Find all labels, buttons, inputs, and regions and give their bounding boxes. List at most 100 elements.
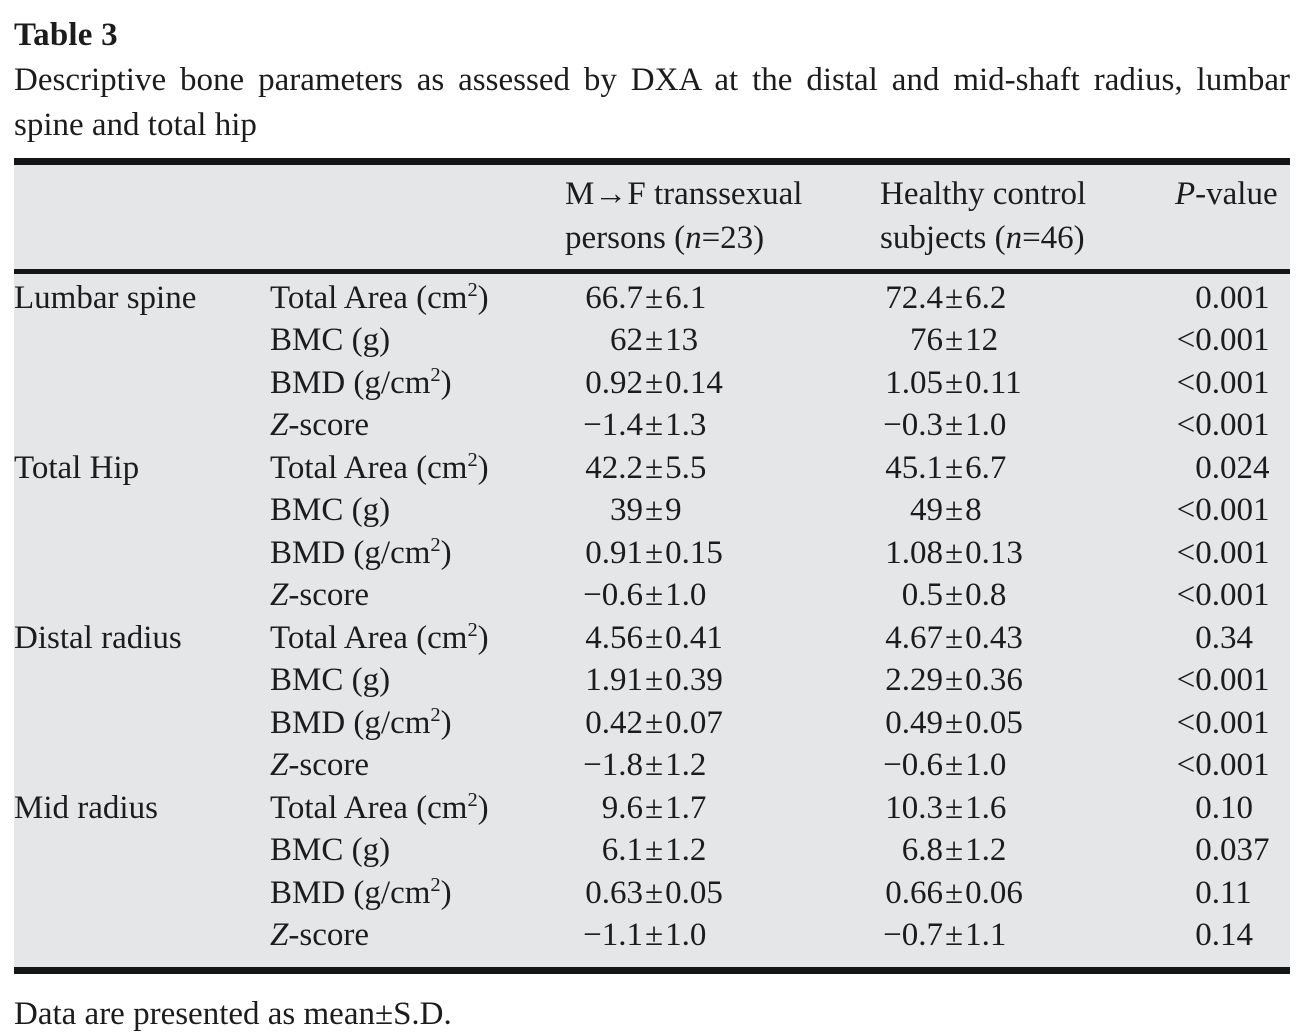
decimal-point: . [1211, 364, 1220, 401]
table-bottom-rule [14, 967, 1290, 974]
p-value-integer-part: <0 [1176, 534, 1212, 571]
superscript: 2 [430, 703, 441, 726]
header-spacer-site [14, 172, 270, 260]
p-value-decimal-part: 14 [1220, 917, 1253, 954]
value-sd: 0.14 [665, 364, 723, 401]
cell-control-value: −0.3 ±1.0 [880, 407, 1175, 444]
p-value-decimal-part: 001 [1220, 492, 1270, 529]
cell-control-value: 76 ±12 [880, 322, 1175, 359]
row-parameter-label: Z-score [270, 747, 565, 784]
decimal-point: . [1211, 789, 1220, 826]
plus-minus-sign: ± [645, 662, 664, 699]
row-parameter-label: BMD (g/cm2) [270, 365, 565, 402]
table-row: Z-score −1.4 ±1.3 −0.3 ±1.0 <0. 001 [14, 405, 1290, 448]
value-mean: 0.91 [585, 534, 643, 571]
parameter-text: -score [288, 407, 369, 444]
table-row: Total Hip Total Area (cm2) 42.2 ±5.5 45.1… [14, 447, 1290, 490]
plus-minus-sign: ± [645, 619, 664, 656]
cell-p-value: <0. 001 [1175, 365, 1290, 402]
value-mean: 0.92 [585, 364, 643, 401]
parameter-text-end: ) [477, 789, 489, 826]
p-value-decimal-part: 11 [1220, 874, 1252, 911]
header-spacer-parameter [270, 172, 565, 260]
row-parameter-label: Z-score [270, 407, 565, 444]
row-site-label: Lumbar spine [14, 279, 197, 316]
value-sd: 1.2 [665, 832, 707, 869]
plus-minus-sign: ± [645, 832, 664, 869]
p-value-integer-part: 0 [1195, 279, 1212, 316]
value-sd: 6.1 [665, 279, 707, 316]
italic-prefix: Z [270, 747, 289, 784]
header-line1: Healthy control [880, 176, 1087, 212]
parameter-text: BMC (g) [270, 662, 391, 699]
parameter-text: BMD (g/cm [270, 364, 431, 401]
parameter-text: BMD (g/cm [270, 874, 431, 911]
cell-p-value: 0. 037 [1175, 832, 1290, 869]
parameter-text-end: ) [440, 874, 452, 911]
decimal-point: . [1211, 449, 1220, 486]
value-sd: 1.7 [665, 789, 707, 826]
value-mean: 0.49 [885, 704, 943, 741]
cell-transsexual-value: 0.91 ±0.15 [565, 535, 880, 572]
cell-transsexual-value: 9.6 ±1.7 [565, 790, 880, 827]
plus-minus-sign: ± [945, 322, 964, 359]
table-row: BMD (g/cm2) 0.92 ±0.14 1.05 ±0.11 <0. 001 [14, 362, 1290, 405]
value-sd: 6.2 [965, 279, 1007, 316]
value-mean: 39 [610, 492, 643, 529]
cell-control-value: 10.3 ±1.6 [880, 790, 1175, 827]
cell-transsexual-value: 6.1 ±1.2 [565, 832, 880, 869]
parameter-text: BMD (g/cm [270, 704, 431, 741]
superscript: 2 [467, 448, 478, 471]
value-mean: 4.67 [885, 619, 943, 656]
table-header-rule [14, 269, 1290, 274]
value-sd: 13 [665, 322, 699, 359]
plus-minus-sign: ± [945, 619, 964, 656]
table-label: Table 3 [14, 17, 118, 53]
cell-control-value: 45.1 ±6.7 [880, 450, 1175, 487]
row-site-label: Mid radius [14, 789, 158, 826]
value-sd: 0.11 [965, 364, 1022, 401]
plus-minus-sign: ± [945, 747, 964, 784]
cell-transsexual-value: 1.91 ±0.39 [565, 662, 880, 699]
p-value-integer-part: <0 [1176, 747, 1212, 784]
plus-minus-sign: ± [645, 747, 664, 784]
parameter-text: Total Area (cm [270, 279, 468, 316]
value-mean: 42.2 [585, 449, 643, 486]
table-caption: Descriptive bone parameters as assessed … [14, 62, 1290, 143]
p-value-integer-part: 0 [1195, 832, 1212, 869]
row-parameter-label: Total Area (cm2) [270, 620, 565, 657]
row-parameter-label: Total Area (cm2) [270, 280, 565, 317]
value-sd: 0.05 [965, 704, 1023, 741]
header-line2: persons (n=23) [565, 220, 765, 256]
value-mean: 0.66 [885, 874, 943, 911]
p-value-integer-part: <0 [1176, 407, 1212, 444]
superscript: 2 [467, 278, 478, 301]
table-row: Distal radius Total Area (cm2) 4.56 ±0.41… [14, 617, 1290, 660]
plus-minus-sign: ± [945, 789, 964, 826]
value-sd: 1.0 [965, 747, 1007, 784]
superscript: 2 [430, 363, 441, 386]
cell-transsexual-value: −0.6 ±1.0 [565, 577, 880, 614]
p-value-decimal-part: 001 [1220, 662, 1270, 699]
decimal-point: . [1211, 704, 1220, 741]
value-sd: 0.41 [665, 619, 723, 656]
p-value-integer-part: <0 [1176, 704, 1212, 741]
decimal-point: . [1211, 662, 1220, 699]
parameter-text: Total Area (cm [270, 619, 468, 656]
table-footnote: Data are presented as mean±S.D. [14, 996, 452, 1032]
p-value-integer-part: 0 [1195, 449, 1212, 486]
value-sd: 1.3 [665, 407, 707, 444]
superscript: 2 [430, 873, 441, 896]
cell-control-value: 0.66 ±0.06 [880, 875, 1175, 912]
p-value-integer-part: 0 [1195, 874, 1212, 911]
cell-p-value: 0. 34 [1175, 620, 1290, 657]
parameter-text: BMC (g) [270, 492, 391, 529]
value-mean: −0.6 [883, 747, 943, 784]
cell-control-value: 2.29 ±0.36 [880, 662, 1175, 699]
cell-control-value: 1.05 ±0.11 [880, 365, 1175, 402]
table-row: BMD (g/cm2) 0.63 ±0.05 0.66 ±0.06 0. 11 [14, 872, 1290, 915]
header-line1: M→F transsexual [565, 176, 803, 212]
row-site-label: Total Hip [14, 449, 140, 486]
italic-prefix: Z [270, 917, 289, 954]
column-header-transsexual-group: M→F transsexual persons (n=23) [565, 172, 880, 260]
